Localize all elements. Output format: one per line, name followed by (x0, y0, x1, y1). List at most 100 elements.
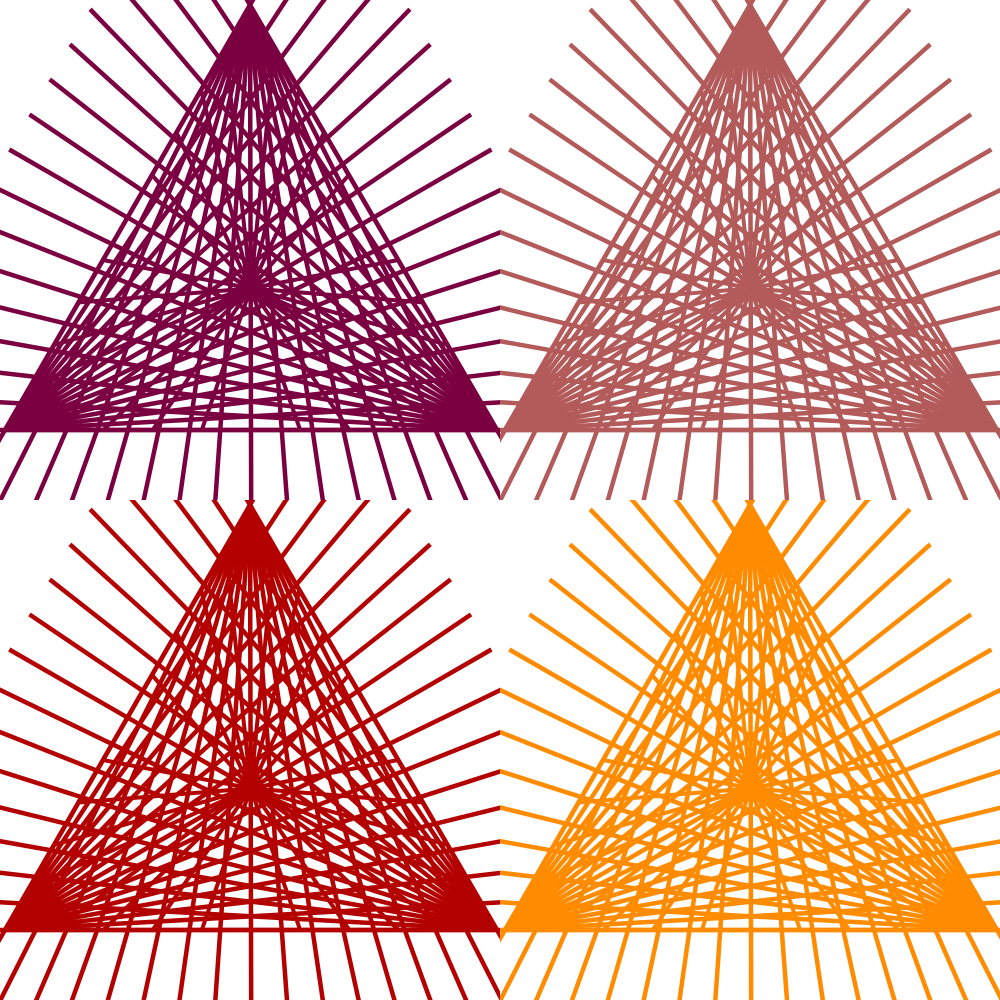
tile-top-right-inner-strand (749, 215, 875, 291)
tile-bottom-left-inner-strand (249, 786, 449, 932)
tile-top-left-inner-strand (102, 286, 253, 432)
tile-top-left-inner-strand (249, 215, 375, 291)
tile-bottom-right-strand (503, 500, 756, 932)
tile-bottom-left-strand (3, 507, 412, 932)
tile-top-right-strand (504, 305, 1000, 433)
tile-top-right-inner-strand (650, 173, 753, 290)
tile-bottom-right-strand (503, 500, 871, 932)
tile-bottom-right-inner-strand (602, 786, 753, 932)
tile-bottom-left-strand (4, 730, 500, 933)
tile-top-left-inner-strand (4, 286, 252, 432)
tile-top-right-inner-strand (748, 89, 802, 289)
tile-bottom-right-inner-strand (750, 786, 924, 805)
tile-bottom-left-strands (0, 500, 500, 1000)
tile-top-right-inner-strand (749, 173, 851, 290)
tile-bottom-right-inner-strand (749, 787, 852, 932)
tile-bottom-left-inner-strand (53, 786, 252, 847)
tile-bottom-right (500, 500, 1000, 1000)
tile-top-left-inner-strand (249, 173, 351, 290)
tile-top-left-inner-strand (126, 215, 252, 291)
tile-bottom-right-inner-strand (553, 786, 752, 847)
tile-top-left-inner-strand (28, 286, 252, 390)
tile-top-right-inner-strand (553, 286, 752, 432)
tile-top-left-strand (0, 338, 498, 433)
tile-top-right-inner-strand (748, 287, 803, 431)
tile-bottom-left (0, 500, 500, 1000)
tile-bottom-right-inner-strand (749, 786, 900, 932)
tile-top-right-strands (500, 0, 1000, 500)
tile-bottom-left-inner-strand (250, 786, 424, 805)
tile-bottom-right-inner-strand (699, 787, 753, 931)
tile-top-right-inner-strand (699, 89, 753, 289)
tile-bottom-left-strand (4, 870, 500, 933)
tile-bottom-right-strand (677, 504, 753, 1000)
tile-top-left-inner-strand (249, 286, 400, 432)
tile-top-left-inner-strand (249, 286, 449, 432)
tile-top-right-inner-strand (749, 286, 998, 432)
tile-bottom-left-inner-strand (150, 787, 253, 932)
tile-bottom-right-inner-strand (699, 589, 753, 789)
tile-top-right-strand (504, 230, 1000, 433)
tile-bottom-left-strand (177, 504, 253, 1000)
tile-top-right-inner-strand (578, 286, 751, 305)
tile-bottom-left-inner-strand (102, 758, 252, 791)
tile-top-right-inner-strand (750, 258, 899, 291)
tile-top-left-strand (247, 4, 326, 500)
tile-top-right-strand (747, 4, 826, 500)
tile-top-left-inner-strand (150, 287, 253, 432)
tile-bottom-left-inner-strand (126, 715, 252, 791)
tile-bottom-right-inner-strand (578, 786, 751, 805)
tile-bottom-left-inner-strand (4, 786, 252, 932)
tile-bottom-left-inner-strand (250, 786, 449, 847)
tile-bottom-left-strand (48, 577, 499, 932)
tile-top-right-inner-strand (748, 131, 826, 290)
tile-top-left-inner-strand (223, 47, 253, 289)
tile-top-right-inner-strand (749, 286, 949, 432)
tile-top-left-inner-strand (53, 286, 252, 347)
tile-bottom-left-inner-strand (249, 786, 400, 932)
tile-bottom-right-strand (504, 870, 1000, 933)
tile-top-right-inner-strand (650, 287, 753, 432)
tile-top-left-strand (3, 0, 256, 432)
tile-bottom-left-strand (0, 729, 498, 933)
tile-bottom-left-inner-strand (78, 786, 251, 805)
tile-bottom-left-strand (4, 805, 500, 933)
tile-bottom-left-strand (247, 504, 326, 1000)
tile-top-left-inner-strand (248, 131, 326, 290)
tile-top-left-strand (4, 305, 500, 433)
tile-top-right-strand (503, 7, 912, 432)
tile-bottom-right-inner-strand (749, 786, 974, 890)
tile-bottom-right-strand (503, 507, 912, 932)
tile-top-left-strand (3, 0, 327, 432)
tile-bottom-left-strand (3, 500, 256, 932)
tile-top-left-strand (4, 339, 500, 433)
tile-top-right-inner-strand (504, 286, 752, 432)
tile-top-left-inner-strand (53, 286, 252, 432)
tile-top-right-inner-strand (626, 215, 752, 291)
tile-bottom-left-inner-strand (150, 673, 253, 790)
tile-top-left-inner-strand (248, 287, 303, 431)
tile-bottom-right-inner-strand (748, 589, 802, 789)
tile-top-left-inner-strand (250, 286, 449, 347)
tile-bottom-left-inner-strand (248, 547, 277, 789)
tile-top-right-strand (504, 370, 1000, 433)
tile-top-right-inner-strand (723, 47, 753, 289)
tile-top-left-inner-strand (250, 258, 399, 291)
tile-top-right-inner-strand (749, 286, 900, 432)
tile-bottom-right-inner-strand (528, 786, 752, 890)
tile-bottom-left-strand (88, 507, 499, 932)
tile-top-left-inner-strand (248, 47, 277, 289)
tile-bottom-right-inner-strand (749, 673, 851, 790)
tile-bottom-right-inner-strand (750, 758, 899, 791)
tile-top-left-strand (177, 4, 253, 500)
tile-top-left-strand (4, 230, 500, 433)
tile-bottom-left-strand (0, 838, 498, 933)
tile-bottom-right-strand (744, 500, 999, 932)
tile-top-left-inner-strand (248, 89, 302, 289)
tile-bottom-right-inner-strand (748, 547, 777, 789)
tile-bottom-right-strand (548, 577, 999, 932)
tile-top-right-inner-strand (748, 4, 753, 289)
tile-top-right-inner-strand (750, 286, 949, 347)
tile-top-left-inner-strand (174, 131, 253, 290)
